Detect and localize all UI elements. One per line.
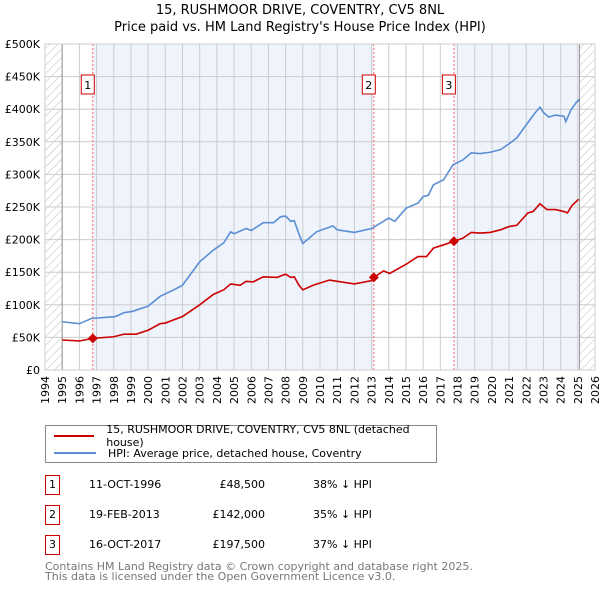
sale-price: £197,500 <box>212 538 266 551</box>
hpi-series-line <box>62 98 581 325</box>
sale-point <box>87 333 98 344</box>
x-tick-label: 2011 <box>331 376 344 404</box>
x-tick-label: 2023 <box>537 376 550 404</box>
x-tick-label: 2004 <box>211 376 224 404</box>
x-tick-label: 1999 <box>125 376 138 404</box>
y-tick-label: £0 <box>26 364 40 377</box>
sale-point <box>368 272 379 283</box>
sale-annotation-box <box>80 74 95 95</box>
sale-number: 2 <box>45 505 60 525</box>
legend-label: 15, RUSHMOOR DRIVE, COVENTRY, CV5 8NL (d… <box>106 423 410 449</box>
chart-title: 15, RUSHMOOR DRIVE, COVENTRY, CV5 8NL Pr… <box>0 2 600 36</box>
footer-copyright: Contains HM Land Registry data © Crown c… <box>45 560 473 573</box>
y-tick-label: £200K <box>5 234 41 247</box>
x-tick-label: 2006 <box>245 376 258 404</box>
sale-annotation-label: 1 <box>84 79 91 92</box>
price-chart: 1994 1995 1996 1997 1998 1999 2000 2001 2002 2003… <box>5 38 600 404</box>
x-tick-label: 2016 <box>417 376 430 404</box>
sale-number: 3 <box>45 535 60 555</box>
x-tick-label: 2008 <box>280 376 293 404</box>
y-tick-label: £500K <box>5 38 41 51</box>
x-tick-label: 2010 <box>314 376 327 404</box>
x-tick-label: 2020 <box>486 376 499 404</box>
legend: 15, RUSHMOOR DRIVE, COVENTRY, CV5 8NL (d… <box>45 423 437 463</box>
x-tick-label: 2001 <box>159 376 172 404</box>
x-tick-label: 1994 <box>39 376 52 404</box>
x-tick-label: 2026 <box>589 376 600 404</box>
property-series-line <box>62 198 580 342</box>
y-tick-label: £300K <box>5 168 41 181</box>
x-tick-label: 2005 <box>228 376 241 404</box>
legend-item-hpi: HPI: Average price, detached house, Cove… <box>54 445 362 461</box>
y-tick-label: £50K <box>12 331 41 344</box>
sale-hpi-diff: 35% ↓ HPI <box>313 508 372 521</box>
x-tick-label: 2019 <box>469 376 482 404</box>
sale-annotation-box <box>361 74 376 95</box>
y-tick-label: £400K <box>5 103 41 116</box>
subtitle-line: Price paid vs. HM Land Registry's House … <box>114 20 486 35</box>
y-tick-label: £450K <box>5 71 41 84</box>
legend-item-property: 15, RUSHMOOR DRIVE, COVENTRY, CV5 8NL (d… <box>54 423 436 449</box>
y-tick-label: £250K <box>5 201 41 214</box>
sale-number: 1 <box>45 475 60 495</box>
x-tick-label: 2012 <box>348 376 361 404</box>
x-tick-label: 2018 <box>452 376 465 404</box>
x-tick-label: 2002 <box>177 376 190 404</box>
x-tick-label: 1995 <box>56 376 69 404</box>
x-tick-label: 1996 <box>73 376 86 404</box>
x-tick-label: 2024 <box>555 376 568 404</box>
footer-licence: This data is licensed under the Open Gov… <box>45 570 396 583</box>
sale-date: 19-FEB-2013 <box>89 508 160 521</box>
sale-annotation-label: 2 <box>365 79 372 92</box>
legend-label: HPI: Average price, detached house, Cove… <box>108 446 362 460</box>
x-tick-label: 2017 <box>434 376 447 404</box>
sale-point <box>448 236 459 247</box>
sale-row: 3 16-OCT-2017 £197,500 37% ↓ HPI <box>45 535 445 557</box>
x-tick-label: 1997 <box>91 376 104 404</box>
x-tick-label: 2003 <box>194 376 207 404</box>
sale-date: 16-OCT-2017 <box>89 538 162 551</box>
sale-annotation-label: 3 <box>445 79 452 92</box>
legend-swatch-blue <box>54 452 96 454</box>
x-tick-label: 2021 <box>503 376 516 404</box>
legend-swatch-red <box>54 435 95 437</box>
x-tick-label: 2025 <box>572 376 585 404</box>
title-line: 15, RUSHMOOR DRIVE, COVENTRY, CV5 8NL <box>155 3 445 18</box>
x-tick-label: 2022 <box>520 376 533 404</box>
sale-price: £48,500 <box>219 478 266 491</box>
sale-annotation-box <box>441 74 456 95</box>
sale-row: 2 19-FEB-2013 £142,000 35% ↓ HPI <box>45 505 445 527</box>
sale-hpi-diff: 37% ↓ HPI <box>313 538 372 551</box>
x-tick-label: 2014 <box>383 376 396 404</box>
x-tick-label: 1998 <box>108 376 121 404</box>
x-tick-label: 2000 <box>142 376 155 404</box>
sale-price: £142,000 <box>212 508 266 521</box>
x-tick-label: 2015 <box>400 376 413 404</box>
sale-hpi-diff: 38% ↓ HPI <box>313 478 372 491</box>
y-tick-label: £150K <box>5 266 41 279</box>
plot-border <box>44 43 596 371</box>
y-tick-label: £350K <box>5 136 41 149</box>
y-tick-label: £100K <box>5 299 41 312</box>
x-tick-label: 2007 <box>262 376 275 404</box>
x-tick-label: 2013 <box>366 376 379 404</box>
sale-row: 1 11-OCT-1996 £48,500 38% ↓ HPI <box>45 475 445 497</box>
x-tick-label: 2009 <box>297 376 310 404</box>
sale-date: 11-OCT-1996 <box>89 478 162 491</box>
